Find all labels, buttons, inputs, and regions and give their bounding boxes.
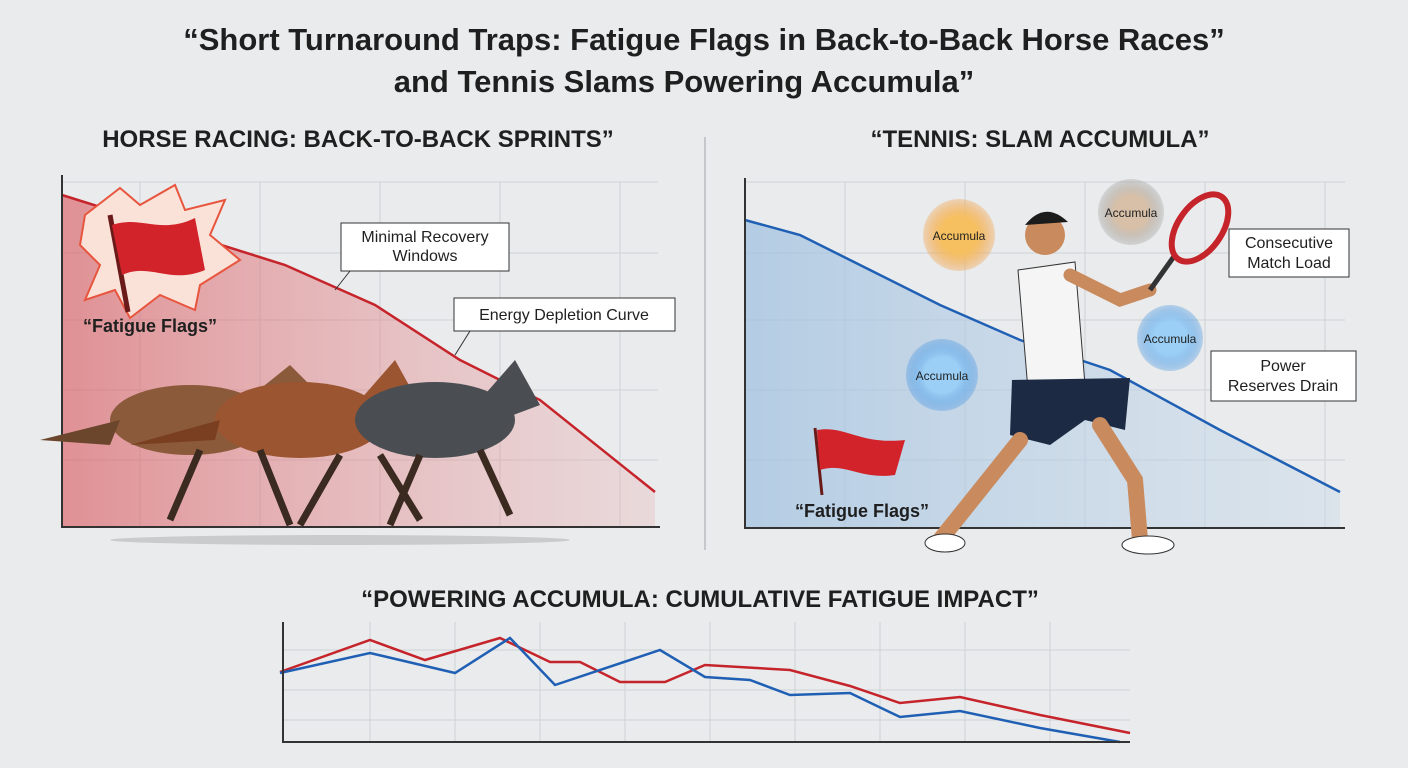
callout-box [340,222,510,272]
grid [283,622,1130,742]
title-line: “Short Turnaround Traps: Fatigue Flags i… [183,22,1225,57]
orb-label: Accumula [933,229,986,243]
callout-text: Windows [393,248,458,265]
callout-text: Minimal Recovery [361,229,488,246]
axes [61,175,660,528]
callout-box [1210,350,1357,402]
orb [923,199,995,271]
panel-title: HORSE RACING: BACK-TO-BACK SPRINTS” [102,126,614,153]
depletion-line [61,193,656,493]
orb [906,339,978,411]
orb-label: Accumula [1105,206,1158,220]
drain-line [744,218,1341,494]
flag-label: “Fatigue Flags” [83,316,217,336]
panel-title: “POWERING ACCUMULA: CUMULATIVE FATIGUE I… [361,586,1039,613]
callout-pointer [454,330,471,356]
tennis-player [924,191,1232,555]
horse-fatigue-line [279,636,1131,735]
orb [1098,179,1164,245]
callout-box [453,297,676,332]
axes [282,622,1130,743]
callout-text: Match Load [1247,255,1331,272]
flag-pole [107,214,131,313]
callout-box [1228,228,1350,278]
tennis-fatigue-line [279,636,1121,744]
shadow [110,535,570,545]
flag [817,429,905,476]
horses [40,360,540,527]
flag [112,218,205,276]
orb-label: Accumula [1144,332,1197,346]
flag-label: “Fatigue Flags” [795,501,929,521]
title-line: and Tennis Slams Powering Accumula” [394,64,975,99]
flag-pole [813,427,824,496]
callout-pointer [334,270,351,291]
callout-text: Consecutive [1245,235,1333,252]
callout-text: Power [1260,358,1306,375]
callout-text: Energy Depletion Curve [479,307,649,324]
panel-title: “TENNIS: SLAM ACCUMULA” [870,126,1209,153]
callout-text: Reserves Drain [1228,378,1338,395]
orb-label: Accumula [916,369,969,383]
orb [1137,305,1203,371]
